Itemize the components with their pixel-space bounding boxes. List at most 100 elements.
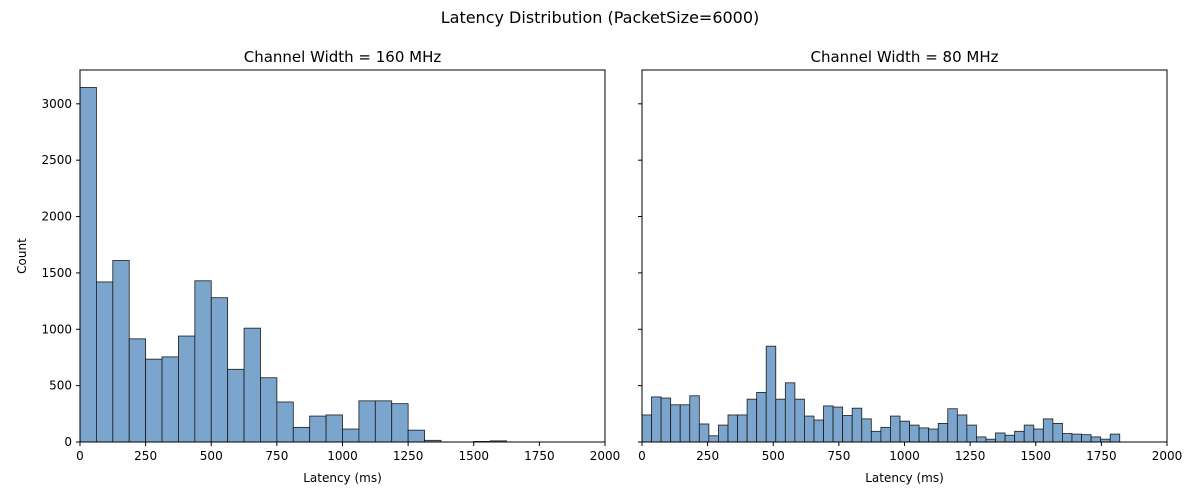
histogram-bar [161,356,179,443]
histogram-bar [727,414,738,443]
x-tick-label: 250 [696,449,719,463]
y-tick-label: 0 [64,435,72,449]
histogram-bar [374,400,393,443]
histogram-bar [128,338,147,443]
histogram-bar [660,397,672,443]
histogram-bar [194,280,212,443]
x-tick-label: 750 [827,449,850,463]
histogram-bar [698,423,710,443]
histogram-bar [966,424,977,443]
histogram-bar [1014,430,1025,443]
x-axis-label: Latency (ms) [303,471,382,485]
histogram-bar [292,426,311,443]
histogram-bar [407,429,425,443]
x-tick-label: 2000 [1152,449,1183,463]
y-tick-label: 2500 [41,153,72,167]
x-tick-label: 250 [134,449,157,463]
histogram-bar [794,398,805,443]
histogram-bar [679,404,691,443]
y-tick-label: 1000 [41,322,72,336]
panel-title: Channel Width = 160 MHz [244,48,442,66]
histogram-bar [227,368,245,443]
histogram-bar [1042,418,1054,443]
histogram-bar [918,427,930,443]
y-axis-label: Count [15,238,29,274]
histogram-bar [1090,436,1102,443]
histogram-bar [775,398,786,443]
histogram-bar [746,398,758,443]
histogram-bar [358,400,376,443]
histogram-bar [325,414,343,443]
histogram-bar [1109,433,1121,443]
histogram-bar [391,403,409,443]
histogram-bar [1033,428,1044,443]
x-tick-label: 1500 [458,449,489,463]
histogram-bar [1004,434,1016,443]
histogram-bar [928,428,939,443]
histogram-bar [260,377,278,443]
histogram-bar [670,404,681,443]
histogram-bar [79,87,97,443]
x-tick-label: 1750 [524,449,555,463]
x-tick-label: 0 [76,449,84,463]
histogram-bar [210,297,229,443]
histogram-bar [96,281,114,443]
histogram-bar [870,430,882,443]
histogram-bar [909,424,920,443]
histogram-bar [976,436,987,443]
histogram-bar [899,420,910,443]
y-tick-label: 1500 [41,266,72,280]
histogram-bar [804,415,815,443]
x-tick-label: 1000 [889,449,920,463]
histogram-bar [1071,433,1082,443]
histogram-bar [145,358,163,443]
histogram-bar [765,345,777,443]
panel-title: Channel Width = 80 MHz [811,48,999,66]
x-tick-label: 2000 [590,449,621,463]
histogram-bar [689,395,700,443]
x-tick-label: 1750 [1086,449,1117,463]
histogram-bar [784,382,796,443]
histogram-bar [851,407,863,443]
histogram-panel-160mhz: 0 250 500 750 1000 1250 1500 1750 2000 0 500 1000 15… [15,48,620,485]
x-axis-label: Latency (ms) [865,471,944,485]
y-tick-label: 500 [49,379,72,393]
figure-title: Latency Distribution (PacketSize=6000) [441,8,760,27]
x-tick-label: 1250 [955,449,986,463]
histogram-bar [641,414,652,443]
y-tick-label: 3000 [41,97,72,111]
histogram-bar [756,391,767,443]
y-tick-label: 2000 [41,210,72,224]
histogram-bar [708,435,719,443]
histogram-bar [842,415,853,443]
histogram-bar [1062,433,1073,443]
histogram-bar [823,405,834,443]
histogram-bar [651,396,662,443]
histogram-bar [956,414,968,443]
bars [79,87,507,443]
histogram-bar [112,260,130,443]
histogram-bar [880,426,891,443]
histogram-bar [890,415,901,443]
histogram-bar [718,424,729,443]
histogram-bar [276,401,294,443]
x-tick-label: 1000 [327,449,358,463]
histogram-bar [243,327,261,443]
histogram-bar [309,415,327,443]
x-tick-label: 500 [762,449,785,463]
histogram-bar [1052,422,1063,443]
histogram-panel-80mhz: 0 250 500 750 1000 1250 1500 1750 2000 Channel Wi… [638,48,1182,485]
histogram-bar [832,406,844,443]
x-tick-label: 1250 [393,449,424,463]
histogram-bar [737,414,748,443]
histogram-bar [995,432,1006,443]
histogram-bar [178,335,196,443]
histogram-bar [1081,434,1092,443]
histogram-bar [342,428,360,443]
x-tick-label: 500 [200,449,223,463]
x-tick-label: 1500 [1020,449,1051,463]
histogram-bar [1023,424,1035,443]
histogram-bar [947,408,958,443]
histogram-bar [937,422,949,443]
x-tick-label: 0 [638,449,646,463]
